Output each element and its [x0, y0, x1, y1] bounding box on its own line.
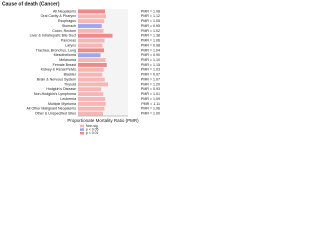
bar [78, 38, 105, 43]
value-label: PMR = 0.90 [141, 53, 160, 57]
category-label: Esophagus [58, 19, 76, 23]
category-label: Leukemia [60, 97, 76, 101]
category-label: All Other Malignant Neoplasms [26, 107, 76, 111]
category-label: Pancreas [61, 39, 76, 43]
value-label: PMR = 1.07 [141, 77, 160, 81]
legend-label: p < 0.05 [86, 127, 98, 131]
bar [78, 53, 101, 58]
chart: Cause of death (Cancer) Proportionate Mo… [2, 1, 160, 135]
category-label: Thyroid [64, 82, 76, 86]
bar [78, 48, 104, 53]
category-label: Trachea, Bronchus, Lung [36, 48, 76, 52]
bar [78, 62, 107, 67]
value-label: PMR = 1.05 [141, 19, 160, 23]
value-label: PMR = 1.03 [141, 68, 160, 72]
value-label: PMR = 0.93 [141, 87, 160, 91]
value-label: PMR = 0.98 [141, 43, 160, 47]
bar [78, 72, 103, 77]
category-label: Colon, Rectum [52, 29, 76, 33]
bar [78, 28, 104, 33]
value-label: PMR = 1.02 [141, 29, 160, 33]
bar [78, 24, 102, 28]
bar [78, 87, 102, 92]
value-label: PMR = 1.01 [141, 92, 160, 96]
legend-label: p < 0.01 [86, 131, 98, 135]
bar [78, 14, 106, 19]
category-label: Liver & Intrahepatic Bile Duct [30, 34, 76, 38]
category-label: Bladder [64, 73, 77, 77]
legend-swatch [80, 128, 84, 131]
category-label: Brain & Nervous System [37, 77, 76, 81]
value-label: PMR = 1.38 [141, 34, 160, 38]
category-label: Multiple Myeloma [48, 102, 76, 106]
chart-title: Cause of death (Cancer) [2, 1, 60, 7]
bar [78, 111, 103, 116]
category-label: Hodgkin's Disease [46, 87, 76, 91]
category-label: Other & Unspecified Sites [35, 112, 76, 116]
x-axis-label: Proportionate Mortality Ratio (PMR) [67, 118, 139, 123]
bar [78, 58, 106, 63]
legend-swatch [80, 124, 84, 128]
bar [78, 77, 105, 82]
category-label: Non-Hodgkin's Lymphoma [34, 92, 76, 96]
value-label: PMR = 1.04 [141, 48, 160, 52]
bar [78, 43, 103, 48]
category-label: Mesothelioma [54, 53, 76, 57]
bar [78, 97, 106, 101]
value-label: PMR = 1.11 [141, 102, 160, 106]
value-label: PMR = 1.10 [141, 58, 160, 62]
value-label: PMR = 1.15 [141, 63, 160, 67]
bar [78, 19, 105, 24]
category-label: Kidney & Renal Pelvis [41, 68, 77, 72]
value-label: PMR = 1.12 [141, 14, 160, 18]
bar [78, 82, 108, 87]
value-label: PMR = 1.06 [141, 39, 160, 43]
value-label: PMR = 1.00 [141, 112, 160, 116]
bar [78, 101, 106, 106]
bar [78, 33, 113, 38]
value-label: PMR = 1.06 [141, 107, 160, 111]
legend-swatch [80, 131, 84, 135]
category-label: Melanoma [59, 58, 76, 62]
category-label: Stomach [62, 24, 76, 28]
value-label: PMR = 1.20 [141, 82, 160, 86]
category-label: Larynx [65, 43, 76, 47]
category-label: Female Breast [53, 63, 76, 67]
category-label: Oral Cavity & Pharynx [41, 14, 77, 18]
bar [78, 9, 105, 14]
category-label: All Neoplasms [53, 9, 76, 13]
bar [78, 67, 104, 72]
bar [78, 106, 105, 111]
value-label: PMR = 0.95 [141, 24, 160, 28]
bar [78, 92, 104, 97]
legend-label: Non-sig [86, 124, 98, 128]
value-label: PMR = 0.97 [141, 73, 160, 77]
value-label: PMR = 1.08 [141, 9, 160, 13]
value-label: PMR = 1.09 [141, 97, 160, 101]
